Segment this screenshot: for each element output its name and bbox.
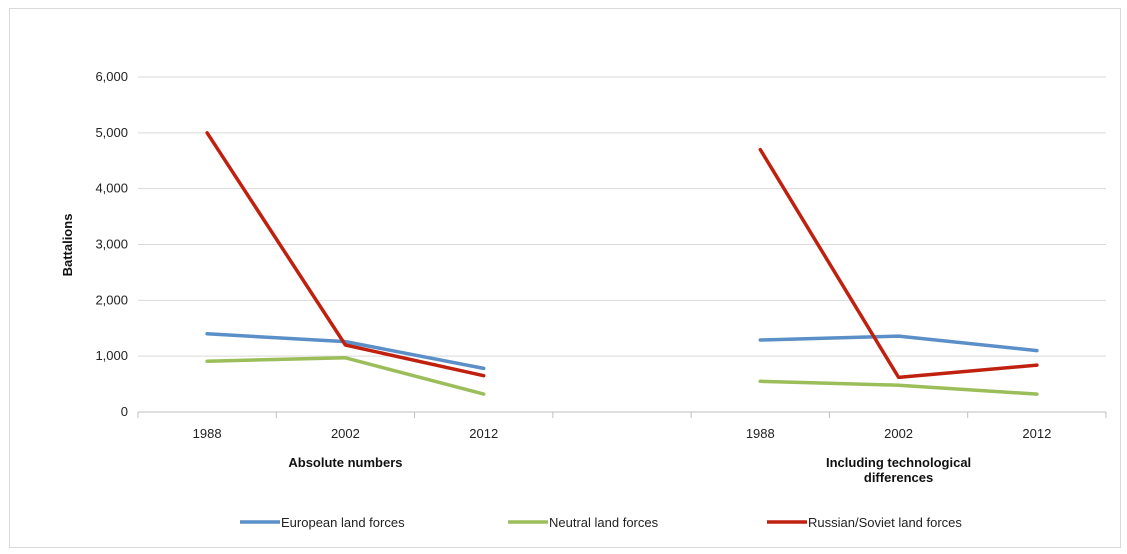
- x-tick-label: 1988: [746, 426, 775, 441]
- group-label: Absolute numbers: [288, 455, 402, 470]
- x-axis: [137, 411, 1107, 418]
- series-line-russian-soviet-land-forces: [205, 131, 486, 378]
- y-tick-label: 2,000: [95, 292, 128, 307]
- x-tick-labels: 1988 2002 2012 1988 2002 2012: [193, 426, 1052, 441]
- y-axis-title: Battalions: [60, 214, 75, 277]
- x-tick-label: 2002: [331, 426, 360, 441]
- legend: European land forces Neutral land forces R…: [240, 515, 962, 530]
- series-line-russian-soviet-land-forces: [758, 147, 1039, 380]
- x-tick-label: 2012: [1022, 426, 1051, 441]
- y-tick-label: 6,000: [95, 69, 128, 84]
- series-line-european-land-forces: [205, 332, 486, 371]
- y-tick-labels: 0 1,000 2,000 3,000 4,000 5,000 6,000: [95, 69, 128, 419]
- legend-label: Neutral land forces: [549, 515, 659, 530]
- y-tick-label: 5,000: [95, 125, 128, 140]
- legend-label: Russian/Soviet land forces: [808, 515, 962, 530]
- y-tick-label: 1,000: [95, 348, 128, 363]
- legend-label: European land forces: [281, 515, 405, 530]
- group-labels: Absolute numbers Including technological d…: [288, 455, 971, 485]
- y-tick-label: 4,000: [95, 181, 128, 196]
- gridlines: [138, 76, 1106, 357]
- series-lines: [205, 131, 1039, 396]
- series-line-european-land-forces: [758, 334, 1039, 353]
- y-tick-label: 3,000: [95, 237, 128, 252]
- y-tick-label: 0: [121, 404, 128, 419]
- x-tick-label: 2002: [884, 426, 913, 441]
- series-line-neutral-land-forces: [205, 356, 486, 396]
- x-tick-label: 2012: [469, 426, 498, 441]
- chart-frame: [9, 8, 1121, 548]
- group-label: Including technological differences: [826, 455, 971, 485]
- series-line-neutral-land-forces: [758, 379, 1039, 396]
- x-tick-label: 1988: [193, 426, 222, 441]
